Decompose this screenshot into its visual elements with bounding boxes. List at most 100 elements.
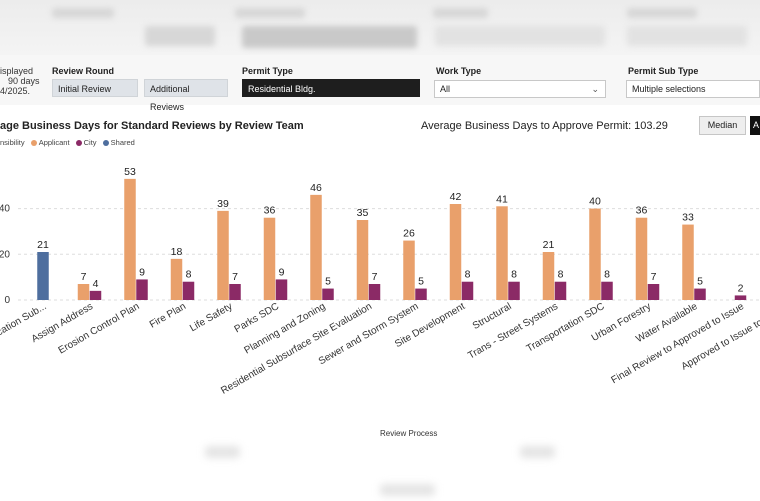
x-tick-label: Erosion Control Plan (57, 301, 142, 356)
y-tick-label: 0 (4, 295, 10, 306)
median-button[interactable]: Median (699, 116, 746, 135)
data-label: 9 (139, 266, 145, 278)
x-axis-title: Review Process (380, 429, 438, 438)
data-label: 8 (604, 269, 610, 281)
data-label: 33 (682, 212, 694, 224)
bar-city (734, 295, 747, 300)
data-label: 2 (738, 282, 744, 294)
data-label: 46 (310, 182, 322, 194)
x-tick-label: Fire Plan (148, 301, 188, 331)
bar-applicant (682, 224, 694, 300)
data-label: 5 (325, 276, 331, 288)
chart-title: age Business Days for Standard Reviews b… (0, 120, 304, 132)
info-line: 90 days (8, 76, 40, 86)
work-type-select[interactable]: All ⌄ (434, 80, 606, 98)
avg-business-days-text: Average Business Days to Approve Permit:… (421, 120, 668, 132)
data-label: 21 (543, 239, 555, 251)
data-label: 7 (232, 271, 238, 283)
blurred-footer (380, 484, 435, 496)
data-label: 4 (93, 278, 99, 290)
bar-city (322, 288, 334, 300)
bar-city (182, 281, 195, 300)
bar-applicant (263, 217, 276, 300)
bar-city (275, 279, 288, 300)
bar-city (136, 279, 148, 300)
data-label: 36 (264, 205, 276, 217)
data-label: 41 (496, 193, 508, 205)
bar-city (601, 281, 613, 300)
initial-review-button[interactable]: Initial Review (52, 79, 138, 97)
bar-applicant (449, 204, 462, 300)
bar-city (415, 288, 427, 300)
data-label: 5 (418, 276, 424, 288)
info-line: 4/2025. (0, 86, 31, 96)
data-label: 7 (81, 271, 87, 283)
data-label: 53 (124, 166, 136, 178)
data-label: 36 (636, 205, 648, 217)
info-text: isplayed 90 days 4/2025. (0, 66, 40, 96)
bar-applicant (310, 194, 322, 300)
data-label: 8 (465, 269, 471, 281)
average-button[interactable]: A (750, 116, 760, 135)
permit-sub-type-label: Permit Sub Type (628, 66, 699, 76)
permit-sub-type-select[interactable]: Multiple selections (626, 80, 760, 98)
bar-applicant (170, 258, 183, 300)
bar-applicant (124, 178, 136, 300)
y-tick-label: 20 (0, 249, 10, 260)
bar-applicant (77, 284, 90, 300)
legend-label-shared: Shared (110, 138, 135, 147)
bar-city (461, 281, 474, 300)
bar-city (554, 281, 567, 300)
blurred-footer (205, 446, 240, 458)
x-tick-label: Transportation SDC (525, 301, 607, 355)
applicant-legend-swatch (30, 139, 37, 146)
top-bar (0, 0, 760, 55)
bar-applicant (589, 208, 601, 300)
blurred-field (242, 26, 417, 48)
work-type-value: All (440, 84, 451, 94)
permit-type-label: Permit Type (242, 66, 293, 76)
data-label: 7 (651, 271, 657, 283)
blurred-tab (627, 8, 697, 18)
data-label: 9 (279, 266, 285, 278)
info-line: isplayed (0, 66, 34, 76)
bar-city (508, 281, 520, 300)
data-label: 35 (357, 207, 369, 219)
blurred-tab (235, 8, 305, 18)
x-tick-label: Life Safety (188, 301, 234, 334)
blurred-footer (520, 446, 555, 458)
data-label: 7 (372, 271, 378, 283)
chevron-down-icon: ⌄ (591, 84, 599, 94)
bar-applicant (403, 240, 415, 300)
bar-shared (37, 252, 49, 300)
data-label: 40 (589, 196, 601, 208)
legend-title: nsibility (0, 138, 25, 147)
data-label: 8 (558, 269, 564, 281)
bar-city (89, 290, 102, 300)
bar-applicant (217, 210, 229, 300)
bar-city (368, 284, 381, 300)
bar-applicant (542, 252, 555, 300)
blurred-tab (433, 8, 488, 18)
city-legend-swatch (75, 139, 82, 146)
data-label: 8 (511, 269, 517, 281)
legend-label-applicant: Applicant (38, 138, 70, 147)
shared-legend-swatch (102, 139, 109, 146)
data-label: 18 (171, 246, 183, 258)
bar-city (647, 284, 660, 300)
bar-city (694, 288, 706, 300)
review-round-label: Review Round (52, 66, 115, 76)
bar-city (229, 284, 241, 300)
bar-applicant (496, 206, 508, 300)
legend-label-city: City (83, 138, 97, 147)
data-label: 21 (37, 239, 49, 251)
data-label: 5 (697, 276, 703, 288)
permit-type-select[interactable]: Residential Bldg. (242, 79, 420, 97)
blurred-field (627, 26, 747, 46)
bar-applicant (356, 220, 369, 300)
blurred-tab (52, 8, 114, 18)
data-label: 26 (403, 228, 415, 240)
additional-reviews-button[interactable]: Additional Reviews (144, 79, 228, 112)
blurred-field (145, 26, 215, 46)
